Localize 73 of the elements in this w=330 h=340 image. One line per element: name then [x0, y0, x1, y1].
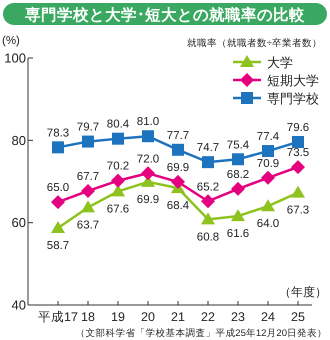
data-label: 73.5 — [286, 147, 310, 160]
x-tick-label: 20 — [141, 310, 155, 324]
point — [51, 195, 65, 210]
data-label: 75.4 — [226, 139, 250, 152]
data-label: 69.9 — [166, 162, 190, 174]
legend-label: 短期大学 — [267, 73, 319, 88]
data-label: 64.0 — [256, 218, 280, 230]
data-label: 70.2 — [106, 160, 130, 173]
data-label: 77.7 — [166, 130, 190, 142]
data-label: 77.4 — [256, 131, 280, 144]
data-label: 58.7 — [46, 240, 70, 252]
x-tick-label: 18 — [81, 310, 95, 324]
point — [111, 184, 125, 196]
data-label: 60.8 — [196, 231, 220, 244]
point — [291, 186, 305, 198]
point — [261, 170, 275, 185]
point — [172, 144, 184, 156]
data-label: 70.9 — [256, 158, 280, 170]
data-label: 79.7 — [76, 122, 100, 134]
legend-label: 専門学校 — [267, 91, 319, 106]
y-tick-label: 100 — [4, 50, 26, 66]
point — [142, 130, 154, 142]
point — [292, 136, 304, 148]
x-tick-label: 25 — [291, 310, 305, 324]
point — [231, 209, 245, 222]
text: （文部科学省「学校基本調査」平成25年12月20日発表） — [75, 327, 327, 339]
point — [82, 136, 94, 148]
data-label: 67.7 — [76, 170, 100, 183]
x-tick-label: 23 — [231, 310, 245, 324]
data-label: 74.7 — [196, 142, 220, 154]
point — [141, 166, 155, 180]
legend-label: 大学 — [267, 55, 293, 70]
point — [52, 141, 64, 154]
x-tick-label: 22 — [201, 310, 215, 324]
point — [111, 174, 125, 188]
point — [291, 160, 305, 174]
y-axis-title: (%) — [2, 35, 20, 47]
data-label: 68.4 — [166, 200, 190, 212]
x-tick-label: 19 — [111, 310, 125, 324]
point — [51, 221, 65, 234]
point — [81, 200, 95, 212]
point — [232, 153, 244, 166]
point — [262, 145, 274, 158]
chart-title: 専門学校と大学･短大との就職率の比較 — [24, 6, 306, 24]
data-label: 69.9 — [136, 194, 160, 206]
data-label: 67.3 — [286, 204, 310, 217]
y-tick-label: 80 — [12, 132, 26, 148]
data-label: 68.2 — [226, 168, 250, 181]
point — [231, 182, 245, 196]
data-label: 72.0 — [136, 153, 160, 166]
point — [112, 132, 124, 145]
point — [171, 174, 185, 189]
point — [201, 212, 215, 224]
point — [261, 199, 275, 212]
data-label: 78.3 — [46, 127, 70, 140]
x-tick-label: 24 — [261, 310, 275, 324]
y-tick-label: 60 — [12, 215, 26, 230]
data-label: 63.7 — [76, 219, 100, 232]
data-label: 81.0 — [136, 116, 160, 128]
data-label: 65.2 — [196, 181, 220, 194]
y-tick-label: 40 — [12, 298, 26, 312]
point — [201, 194, 215, 208]
point — [81, 184, 95, 198]
data-label: 80.4 — [106, 118, 130, 131]
data-label: 65.0 — [46, 182, 70, 194]
x-tick-label: 平成17 — [38, 310, 78, 324]
point — [202, 156, 214, 168]
data-label: 67.6 — [106, 203, 130, 216]
data-label: 79.6 — [286, 122, 310, 134]
chart-subtitle: 就職率（就職者数÷卒業者数） — [186, 37, 322, 49]
x-axis-title: （年度） — [279, 285, 327, 299]
x-tick-label: 21 — [171, 310, 185, 324]
data-label: 61.6 — [226, 228, 250, 240]
